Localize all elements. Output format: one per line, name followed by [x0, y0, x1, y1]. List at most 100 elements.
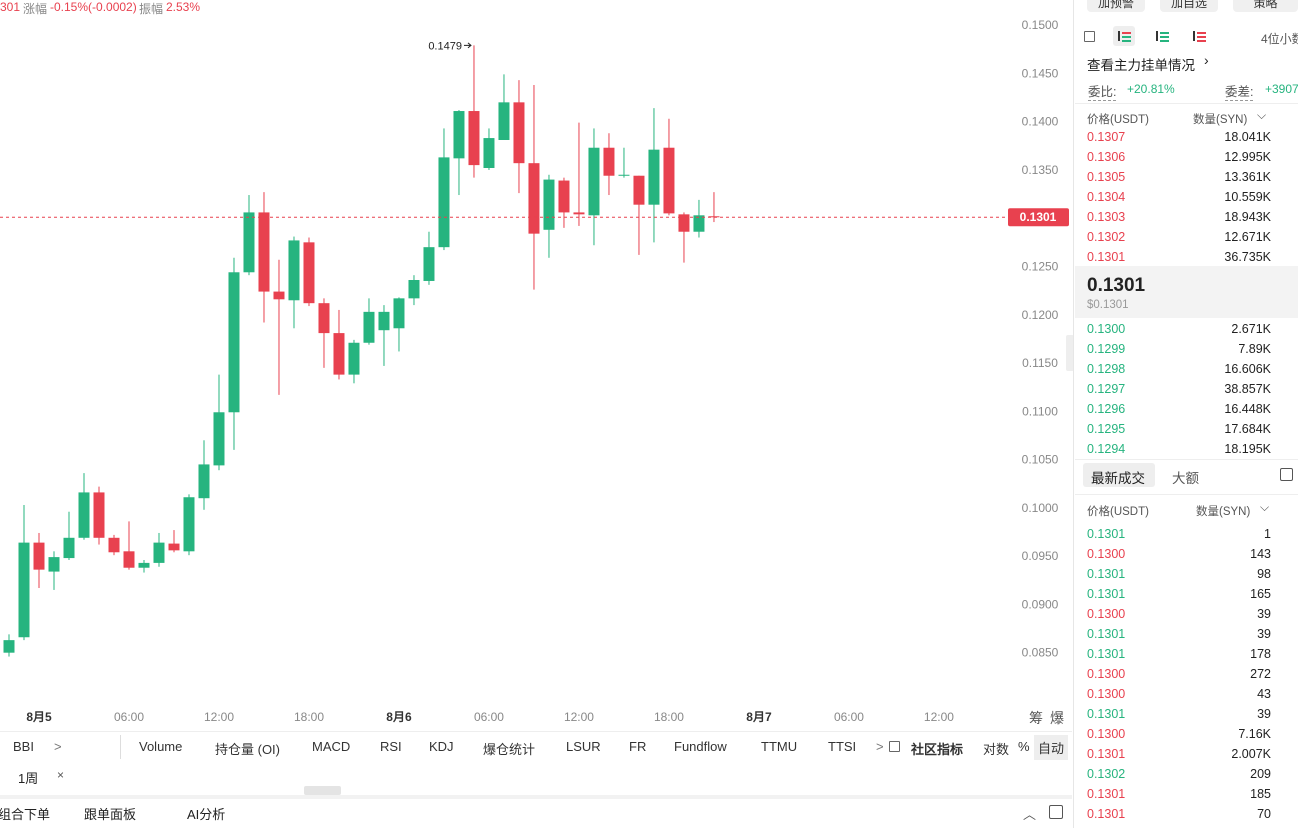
indicator-tab[interactable]: MACD — [312, 739, 351, 754]
view-icon[interactable] — [1118, 31, 1131, 41]
bottom-tab[interactable]: AI分析 — [187, 807, 226, 822]
bottom-tab[interactable]: 组合下单 — [0, 807, 51, 822]
y-tick-label: 0.1400 — [1022, 115, 1059, 129]
trades-price: 0.1301 — [1087, 527, 1126, 541]
candle-body — [363, 311, 375, 343]
trades-qty: 39 — [1257, 607, 1271, 621]
axis-button[interactable]: 筹 — [1029, 710, 1043, 726]
axis-button[interactable]: 爆 — [1050, 710, 1064, 726]
indicator-tab[interactable]: 爆仓统计 — [483, 742, 536, 757]
icon-line — [1122, 32, 1131, 34]
asks-qty: 36.735K — [1224, 250, 1271, 264]
trades-qty: 43 — [1257, 687, 1271, 701]
panel-button[interactable]: 加预警 — [1087, 0, 1145, 12]
price-header: 价格(USDT) — [1087, 506, 1149, 518]
indicator-tab[interactable]: > — [876, 739, 884, 754]
indicator-tab[interactable]: > — [54, 739, 62, 754]
candle-body — [48, 557, 60, 572]
asks-price: 0.1301 — [1087, 250, 1126, 264]
qty-header[interactable]: 数量(SYN) — [1193, 114, 1248, 126]
mid-box — [1075, 266, 1298, 318]
icon-line — [1197, 32, 1206, 34]
period[interactable]: 1周 — [18, 771, 39, 786]
indicator-tab[interactable]: 自动 — [1034, 735, 1069, 760]
indicator-tab[interactable]: RSI — [380, 739, 402, 754]
ratio: +20.81% — [1127, 82, 1175, 96]
indicator-tab[interactable]: 持仓量 (OI) — [215, 742, 280, 757]
asks-qty: 12.671K — [1224, 230, 1271, 244]
icon-line — [1160, 40, 1169, 42]
indicator-tab[interactable]: Volume — [139, 739, 183, 754]
divider — [0, 731, 1072, 732]
depth-link[interactable]: 查看主力挂单情况 — [1087, 58, 1195, 73]
price-header: 价格(USDT) — [1087, 114, 1149, 126]
x-tick-label: 12:00 — [204, 710, 234, 724]
trades-price: 0.1301 — [1087, 707, 1126, 721]
indicator-tab[interactable]: % — [1018, 739, 1030, 754]
indicator-tab[interactable]: TTSI — [828, 739, 857, 754]
candle-body — [588, 147, 600, 216]
indicator-tab[interactable]: LSUR — [566, 739, 601, 754]
asks-price: 0.1307 — [1087, 130, 1126, 144]
trades-qty: 98 — [1257, 567, 1271, 581]
mid-price: 0.1301 — [1087, 275, 1146, 296]
close-icon[interactable]: × — [57, 768, 65, 782]
candle-body — [378, 311, 390, 331]
candle-body — [33, 542, 45, 570]
panel-button[interactable]: 策略 — [1233, 0, 1298, 12]
view-icon[interactable] — [1084, 31, 1095, 42]
trades-price: 0.1300 — [1087, 607, 1126, 621]
trades-qty: 39 — [1257, 707, 1271, 721]
trade-tab[interactable]: 最新成交 — [1091, 471, 1145, 486]
bids-qty: 16.448K — [1224, 402, 1271, 416]
qty-header[interactable]: 数量(SYN) — [1196, 506, 1251, 518]
candle-body — [183, 497, 195, 552]
edit-icon[interactable] — [889, 741, 900, 752]
candle-body — [318, 303, 330, 334]
trades-price: 0.1300 — [1087, 667, 1126, 681]
y-tick-label: 0.1500 — [1022, 18, 1059, 32]
indicator-tab[interactable]: KDJ — [429, 739, 454, 754]
bottom-tab[interactable]: 跟单面板 — [84, 807, 137, 822]
view-icon[interactable] — [1156, 31, 1169, 41]
x-tick-label: 06:00 — [114, 710, 144, 724]
resize-handle[interactable] — [304, 786, 341, 795]
trade-tab[interactable]: 大额 — [1172, 471, 1199, 486]
asks-qty: 10.559K — [1224, 190, 1271, 204]
trades-price: 0.1300 — [1087, 727, 1126, 741]
bids-price: 0.1298 — [1087, 362, 1126, 376]
candle-body — [93, 492, 105, 538]
candle-body — [558, 180, 570, 213]
candle-body — [408, 280, 420, 299]
indicator-tab[interactable]: BBI — [13, 739, 34, 754]
candle-body — [483, 138, 495, 168]
indicator-tab[interactable]: FR — [629, 739, 647, 754]
bids-price: 0.1297 — [1087, 382, 1126, 396]
change: -0.15%(-0.0002) — [50, 0, 137, 14]
caret: ⌵ — [1260, 500, 1270, 514]
candle-body — [303, 242, 315, 304]
candle-body — [423, 247, 435, 281]
x-tick-label: 12:00 — [924, 710, 954, 724]
divider — [0, 795, 1072, 799]
precision[interactable]: 4位小数 — [1261, 32, 1298, 46]
candle-body — [213, 412, 225, 466]
high-annotation: 0.1479 — [428, 40, 462, 52]
indicator-tab[interactable]: 社区指标 — [911, 742, 964, 757]
y-tick-label: 0.1350 — [1022, 163, 1059, 177]
bids-price: 0.1296 — [1087, 402, 1126, 416]
collapse-handle[interactable] — [1066, 335, 1074, 371]
trades-qty: 2.007K — [1231, 747, 1271, 761]
checkbox[interactable] — [1280, 468, 1293, 481]
indicator-tab[interactable]: 对数 — [983, 742, 1010, 757]
panel-button[interactable]: 加自选 — [1160, 0, 1218, 12]
icon-line — [1122, 36, 1131, 38]
window-icon[interactable] — [1049, 805, 1063, 819]
y-tick-label: 0.1450 — [1022, 66, 1059, 80]
view-icon[interactable] — [1193, 31, 1206, 41]
expand-icon[interactable]: ︿ — [1023, 807, 1037, 822]
bids-price: 0.1299 — [1087, 342, 1126, 356]
indicator-tab[interactable]: Fundflow — [674, 739, 727, 754]
x-tick-label: 8月5 — [26, 710, 52, 724]
indicator-tab[interactable]: TTMU — [761, 739, 798, 754]
